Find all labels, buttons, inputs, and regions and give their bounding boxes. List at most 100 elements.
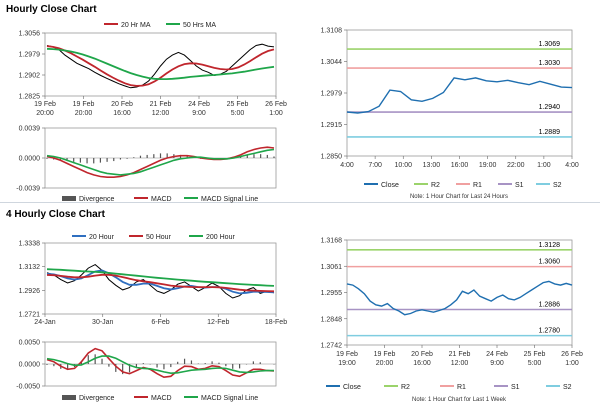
4hourly-pivot-xtick-label: 5:00: [528, 360, 542, 367]
4hourly-pivot-xtick-label: 20 Feb: [411, 351, 433, 358]
4hourly-macd-series-macd: [46, 347, 275, 379]
4hourly-macd-legend-label: Divergence: [79, 395, 115, 402]
4hourly-macd-ytick-label: 0.0000: [19, 362, 41, 369]
hourly-pivot-xtick-label: 4:00: [565, 162, 579, 169]
hourly-pivot-ytick-label: 1.3044: [321, 59, 343, 66]
4hourly-pivot-xtick-label: 19:00: [338, 360, 356, 367]
4hourly-price-ytick-label: 1.3338: [19, 241, 41, 248]
hourly-price-xtick-label: 9:00: [192, 110, 206, 117]
hourly-pivot-ytick-label: 1.2915: [321, 122, 343, 129]
4hourly-pivot-legend-label: S2: [563, 384, 572, 391]
4hourly-pivot-legend-label: R2: [401, 384, 410, 391]
4hourly-pivot-xtick-label: 19 Feb: [374, 351, 396, 358]
hourly-pivot-legend-label: S1: [515, 182, 524, 189]
hourly-pivot-level-label-s1: 1.2940: [539, 104, 561, 111]
hourly-pivot-xtick-label: 19:00: [479, 162, 497, 169]
4hourly-price-series-ma3: [46, 268, 275, 287]
hourly-pivot-xtick-label: 1:00: [537, 162, 551, 169]
hourly-pivot-xtick-label: 7:00: [368, 162, 382, 169]
hourly-macd-legend-label: Divergence: [79, 196, 115, 203]
4hourly-macd-ytick-label: 0.0050: [19, 340, 41, 347]
4hourly-pivot-ytick-label: 1.3061: [321, 264, 343, 271]
hourly-macd-legend-label: MACD Signal Line: [201, 196, 258, 203]
hourly-macd-series-signal: [46, 148, 275, 176]
4hourly-pivot-series-close: [346, 280, 573, 316]
4hourly-pivot-level-label-r1: 1.3060: [539, 259, 561, 266]
4hourly-price-xtick-label: 30-Jan: [92, 319, 114, 326]
4hourly-price-xtick-label: 12-Feb: [207, 319, 229, 326]
hourly-macd-series-macd: [46, 146, 275, 178]
4hourly-price-xtick-label: 6-Feb: [151, 319, 169, 326]
hourly-pivot-level-label-r2: 1.3069: [539, 41, 561, 48]
hourly-pivot-xtick-label: 10:00: [394, 162, 412, 169]
4hourly-pivot-xtick-label: 12:00: [451, 360, 469, 367]
4hourly-pivot-legend-label: S1: [511, 384, 520, 391]
4hourly-pivot-xtick-label: 1:00: [565, 360, 579, 367]
hourly-pivot-ytick-label: 1.2979: [321, 91, 343, 98]
hourly-price-series-close: [46, 43, 275, 89]
4hourly-price-legend-label: 20 Hour: [89, 234, 115, 241]
4hourly-price-ytick-label: 1.2926: [19, 288, 41, 295]
hourly-price-xtick-label: 24 Feb: [188, 101, 210, 108]
4hourly-price-legend-label: 200 Hour: [206, 234, 235, 241]
4hourly-pivot-level-label-s1: 1.2886: [539, 302, 561, 309]
4hourly-pivot-level-label-s2: 1.2780: [539, 328, 561, 335]
hourly-pivot-xtick-label: 22:00: [507, 162, 525, 169]
4hourly-pivot-ytick-label: 1.2955: [321, 290, 343, 297]
hourly-price-legend-label: 50 Hrs MA: [183, 22, 216, 29]
hourly-price-xtick-label: 12:00: [152, 110, 170, 117]
hourly-pivot-legend-label: Close: [381, 182, 399, 189]
4hourly-macd-ytick-label: -0.0050: [16, 384, 40, 391]
4hourly-price-ytick-label: 1.2721: [19, 312, 41, 319]
4hourly-macd-series-signal: [46, 355, 274, 375]
4hourly-pivot-xtick-label: 16:00: [413, 360, 431, 367]
hourly-price-xtick-label: 20:00: [36, 110, 54, 117]
hourly-price-ytick-label: 1.3056: [19, 31, 41, 38]
hourly-price-legend-label: 20 Hr MA: [121, 22, 151, 29]
4hourly-price-xtick-label: 24-Jan: [34, 319, 56, 326]
4hourly-pivot-ytick-label: 1.3168: [321, 238, 343, 245]
4hourly-macd-legend-label: MACD: [151, 395, 172, 402]
hourly-price-ytick-label: 1.2825: [19, 94, 41, 101]
hourly-price-xtick-label: 25 Feb: [227, 101, 249, 108]
4hourly-pivot-legend-label: R1: [457, 384, 466, 391]
4hourly-macd-legend-label: MACD Signal Line: [201, 395, 258, 402]
hourly-price-xtick-label: 16:00: [113, 110, 131, 117]
4hourly-pivot-xtick-label: 25 Feb: [524, 351, 546, 358]
hourly-price-ytick-label: 1.2979: [19, 52, 41, 59]
hourly-price-series-ma1: [46, 45, 275, 87]
4hourly-pivot-xtick-label: 20:00: [376, 360, 394, 367]
hourly-macd-ytick-label: 0.0000: [19, 156, 41, 163]
hourly-pivot-level-label-r1: 1.3030: [539, 60, 561, 67]
4hourly-pivot-ytick-label: 1.2848: [321, 316, 343, 323]
section-title-4hourly: 4 Hourly Close Chart: [6, 209, 105, 220]
hourly-pivot-legend-label: R2: [431, 182, 440, 189]
hourly-price-xtick-label: 5:00: [231, 110, 245, 117]
4hourly-pivot-ytick-label: 1.2742: [321, 343, 343, 350]
4hourly-pivot-xtick-label: 21 Feb: [449, 351, 471, 358]
hourly-price-xtick-label: 19 Feb: [34, 101, 56, 108]
4hourly-pivot-level-label-r2: 1.3128: [539, 242, 561, 249]
hourly-price-xtick-label: 20 Feb: [111, 101, 133, 108]
4hourly-pivot-xtick-label: 9:00: [490, 360, 504, 367]
4hourly-pivot-xtick-label: 26 Feb: [561, 351, 583, 358]
hourly-macd-legend-label: MACD: [151, 196, 172, 203]
hourly-pivot-xtick-label: 4:00: [340, 162, 354, 169]
4hourly-price-series-ma2: [46, 273, 275, 293]
hourly-pivot-ytick-label: 1.3108: [321, 28, 343, 35]
hourly-pivot-ytick-label: 1.2850: [321, 154, 343, 161]
section-title-hourly: Hourly Close Chart: [6, 4, 97, 15]
hourly-macd-ytick-label: 0.0039: [19, 126, 41, 133]
hourly-price-xtick-label: 21 Feb: [150, 101, 172, 108]
hourly-pivot-series-close: [346, 77, 573, 114]
hourly-pivot-level-label-s2: 1.2889: [539, 129, 561, 136]
4hourly-pivot-legend-label: Close: [343, 384, 361, 391]
hourly-price-series-ma2: [46, 47, 275, 80]
4hourly-pivot-xtick-label: 19 Feb: [336, 351, 358, 358]
hourly-pivot-xtick-label: 16:00: [451, 162, 469, 169]
4hourly-macd-legend-swatch: [62, 395, 76, 400]
4hourly-price-ytick-label: 1.3132: [19, 264, 41, 271]
hourly-pivot-legend-label: R1: [473, 182, 482, 189]
hourly-pivot-note: Note: 1 Hour Chart for Last 24 Hours: [410, 194, 508, 200]
hourly-pivot-xtick-label: 13:00: [423, 162, 441, 169]
